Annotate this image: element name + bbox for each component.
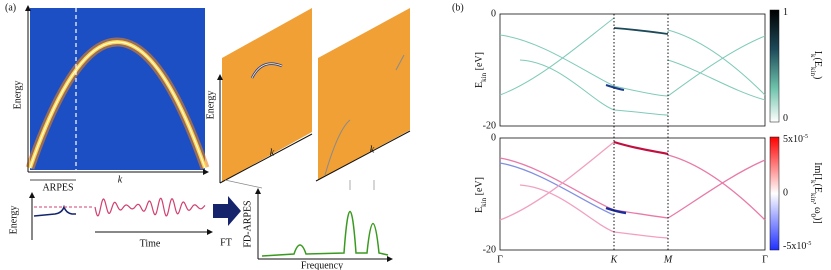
axis-label: Energy <box>12 81 23 110</box>
y-tick-label: -20 <box>483 244 496 255</box>
plot-frame <box>499 13 766 127</box>
band-strong <box>613 140 669 156</box>
text-part: , ω <box>812 202 823 214</box>
band <box>29 41 206 169</box>
text-part: [eV] <box>474 177 485 198</box>
colorbar <box>769 9 780 123</box>
text-part: I <box>812 51 823 54</box>
y-tick-label: -20 <box>483 120 496 131</box>
colorbar-label: Im[Ik(Ekin, ω0)] <box>809 162 822 223</box>
arrow <box>213 196 241 226</box>
axis <box>219 133 313 184</box>
colorbar <box>769 136 780 251</box>
axis-label: FD-ARPES <box>242 200 253 247</box>
x-tick-label: Γ <box>497 254 503 265</box>
y-tick-label: 0 <box>491 132 496 143</box>
colorbar-tick-label: 0 <box>783 113 788 124</box>
oscillation <box>94 197 206 217</box>
text-part: 0 <box>783 188 788 199</box>
guide-line <box>224 179 263 189</box>
text-part: -5 <box>803 134 808 140</box>
colorbar-tick-label: 5x10-5 <box>783 134 808 145</box>
band-strong <box>613 27 669 35</box>
colorbar-tick-label: -5x10-5 <box>783 241 811 252</box>
plane <box>222 8 312 182</box>
text-part: E <box>474 207 485 213</box>
text-part: 5x10 <box>783 134 803 145</box>
bands-top <box>499 17 766 116</box>
axis-label: Time <box>140 238 161 249</box>
axis-label: k <box>270 147 275 158</box>
text-part: ) <box>812 76 823 79</box>
axis-label: k <box>370 144 375 155</box>
text-part: (E <box>812 58 823 67</box>
axis-label: Energy <box>205 91 216 120</box>
text-part: 1 <box>783 7 788 18</box>
axis-label: Ekin [eV] <box>474 177 487 213</box>
label: ARPES <box>42 182 73 193</box>
axis <box>315 130 411 182</box>
band <box>251 63 283 79</box>
text-part: kin <box>809 193 817 202</box>
text-part: (E <box>812 184 823 193</box>
band-strong <box>605 84 625 91</box>
x-tick-label: K <box>610 254 619 265</box>
axis-label: Energy <box>8 206 19 235</box>
x-tick-label: M <box>663 254 673 265</box>
colorbar-tick-label: 0 <box>783 188 788 199</box>
text-part: Im[I <box>812 162 823 180</box>
heatmap <box>30 8 205 170</box>
band <box>395 54 405 71</box>
text-part: -5 <box>806 241 811 247</box>
band-strong <box>605 206 627 215</box>
peak <box>33 204 76 217</box>
text-part: k <box>809 54 817 58</box>
band <box>324 119 351 176</box>
bands-bottom <box>499 141 766 239</box>
text-part: kin <box>480 72 488 81</box>
plane <box>318 8 410 180</box>
y-tick-label: 0 <box>491 8 496 19</box>
colorbar-tick-label: 1 <box>783 7 788 18</box>
plot-frame <box>499 137 766 251</box>
axis-label: Ekin [eV] <box>474 52 487 88</box>
axis-label: Frequency <box>301 260 343 270</box>
panel-label: (a) <box>5 2 16 13</box>
spectrum <box>261 211 389 257</box>
text-part: 0 <box>783 113 788 124</box>
label: FT <box>220 237 232 248</box>
colorbar-label: Ik(Ekin) <box>809 51 822 80</box>
text-part: [eV] <box>474 52 485 73</box>
text-part: kin <box>480 197 488 206</box>
x-tick-label: Γ <box>762 254 768 265</box>
text-part: -5x10 <box>783 241 806 252</box>
text-part: E <box>474 82 485 88</box>
axis-label: k <box>118 174 123 185</box>
text-part: k <box>809 180 817 184</box>
text-part: kin <box>809 67 817 76</box>
text-part: )] <box>812 217 823 224</box>
text-part: 0 <box>809 214 817 218</box>
panel-label: (b) <box>452 2 464 13</box>
